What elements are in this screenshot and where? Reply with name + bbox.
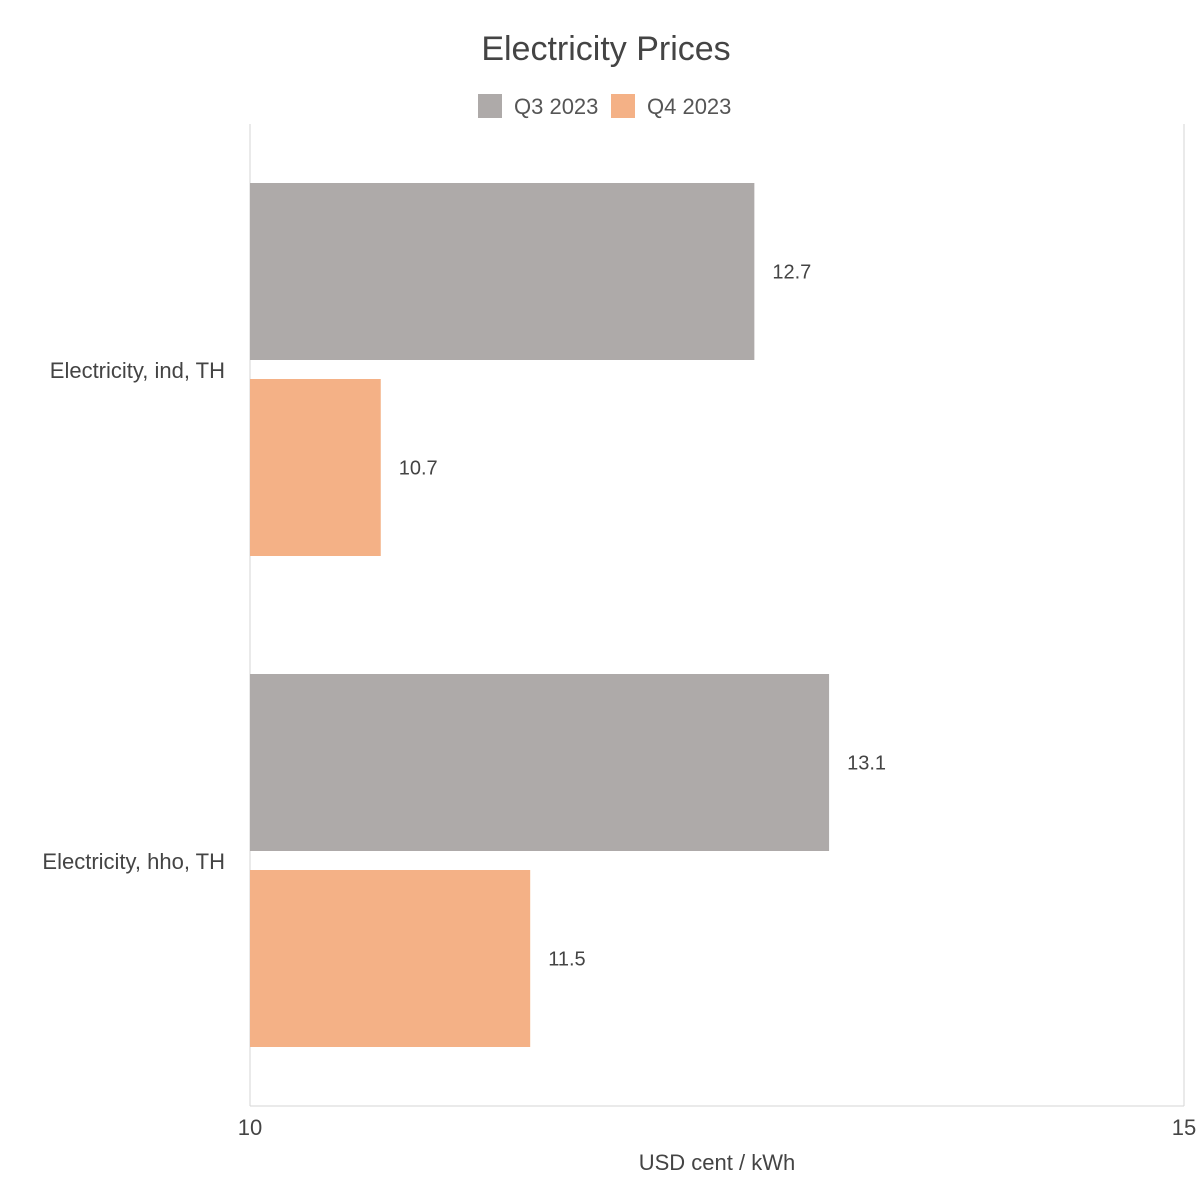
legend-label-q4-2023: Q4 2023 xyxy=(647,94,731,119)
bars-group: 12.7 10.7 13.1 11.5 xyxy=(250,183,886,1047)
category-label-hho: Electricity, hho, TH xyxy=(42,849,225,874)
legend-swatch-q3-2023 xyxy=(478,94,502,118)
bar-hho-q3-2023 xyxy=(250,674,830,851)
x-axis-title: USD cent / kWh xyxy=(639,1150,795,1175)
x-tick-label-10: 10 xyxy=(238,1115,262,1140)
bar-ind-q4-2023 xyxy=(250,379,381,556)
legend-swatch-q4-2023 xyxy=(611,94,635,118)
legend-label-q3-2023: Q3 2023 xyxy=(514,94,598,119)
x-tick-label-15: 15 xyxy=(1172,1115,1196,1140)
category-label-ind: Electricity, ind, TH xyxy=(50,358,225,383)
data-label-hho-q4-2023: 11.5 xyxy=(548,949,585,971)
bar-ind-q3-2023 xyxy=(250,183,755,360)
legend: Q3 2023 Q4 2023 xyxy=(478,94,731,119)
data-label-hho-q3-2023: 13.1 xyxy=(847,753,886,775)
chart-title: Electricity Prices xyxy=(481,30,730,68)
data-label-ind-q4-2023: 10.7 xyxy=(399,458,438,480)
data-label-ind-q3-2023: 12.7 xyxy=(772,262,811,284)
bar-hho-q4-2023 xyxy=(250,870,531,1047)
